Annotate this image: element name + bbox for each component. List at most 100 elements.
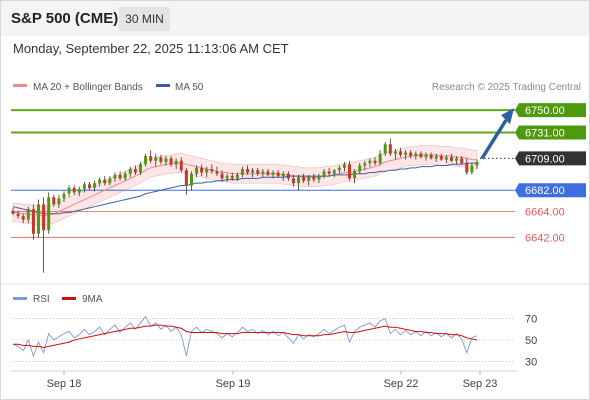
candle-body bbox=[322, 171, 326, 177]
candle-body bbox=[174, 160, 178, 165]
candle-body bbox=[251, 170, 255, 173]
candle-body bbox=[62, 193, 66, 199]
candle-body bbox=[475, 161, 479, 166]
candle-body bbox=[11, 211, 15, 214]
candle-body bbox=[47, 197, 51, 231]
candle-body bbox=[138, 164, 142, 173]
candle-body bbox=[327, 171, 331, 174]
candle-body bbox=[31, 209, 35, 234]
candle-body bbox=[434, 156, 438, 159]
research-credit: Research © 2025 Trading Central bbox=[432, 82, 581, 93]
candle-body bbox=[368, 160, 372, 164]
candle-body bbox=[281, 173, 285, 177]
candle-body bbox=[149, 156, 153, 161]
timeframe-button[interactable]: 30 MIN bbox=[119, 7, 170, 31]
candle-body bbox=[378, 153, 382, 164]
candle-body bbox=[429, 154, 433, 159]
candle-body bbox=[358, 165, 362, 172]
candle-body bbox=[169, 158, 173, 165]
candle-body bbox=[16, 213, 20, 217]
price-tag-label: 6682.00 bbox=[525, 185, 565, 197]
candle-body bbox=[342, 164, 346, 168]
candle-body bbox=[128, 169, 132, 174]
candle-body bbox=[388, 144, 392, 154]
candle-body bbox=[230, 176, 234, 179]
candle-body bbox=[297, 177, 301, 184]
candle-body bbox=[444, 157, 448, 160]
price-tag-6709.00 bbox=[515, 151, 586, 166]
rsi-line bbox=[12, 315, 478, 358]
candle-body bbox=[164, 158, 168, 162]
candle-body bbox=[307, 177, 311, 181]
candle-body bbox=[210, 169, 214, 172]
ma50-legend-label: MA 50 bbox=[175, 82, 204, 93]
candle-body bbox=[133, 169, 137, 173]
candle-body bbox=[123, 173, 127, 179]
candle-body bbox=[424, 154, 428, 158]
candle-body bbox=[215, 171, 219, 174]
rsi-tick-label: 70 bbox=[525, 314, 537, 326]
x-axis: Sep 18 Sep 19 Sep 22 Sep 23 bbox=[47, 371, 498, 390]
x-tick-label: Sep 19 bbox=[216, 378, 251, 390]
projection-arrow-head bbox=[501, 108, 514, 125]
candle-body bbox=[348, 164, 352, 179]
ma50-legend-swatch bbox=[156, 84, 170, 87]
price-tag-label: 6750.00 bbox=[525, 105, 565, 117]
rsi-tick-label: 30 bbox=[525, 356, 537, 368]
candle-body bbox=[108, 178, 112, 184]
candle-body bbox=[409, 152, 413, 157]
candle-body bbox=[419, 153, 423, 158]
instrument-title: S&P 500 (CME) bbox=[11, 10, 119, 27]
candle-body bbox=[460, 158, 464, 164]
price-tag-6682.00 bbox=[515, 183, 586, 198]
candle-body bbox=[470, 165, 474, 173]
candle-body bbox=[154, 157, 158, 161]
candle-body bbox=[414, 153, 418, 157]
candle-body bbox=[353, 171, 357, 179]
candle-body bbox=[36, 204, 40, 234]
candle-body bbox=[26, 209, 30, 220]
price-tag-label: 6664.00 bbox=[525, 206, 565, 218]
candle-body bbox=[159, 157, 163, 162]
projection-arrow-shaft bbox=[480, 119, 508, 160]
ma20-line bbox=[13, 154, 477, 217]
candle-body bbox=[21, 216, 25, 220]
candle-body bbox=[266, 171, 270, 175]
candle-body bbox=[246, 169, 250, 173]
price-tag-6731.00 bbox=[515, 125, 586, 140]
bollinger-band bbox=[12, 145, 478, 226]
chart-header: S&P 500 (CME) 30 MIN bbox=[0, 0, 590, 36]
candle-body bbox=[77, 189, 81, 193]
candle-body bbox=[256, 170, 260, 174]
rsi-legend-label: RSI bbox=[33, 294, 50, 305]
x-tick-label: Sep 22 bbox=[384, 378, 419, 390]
rsi-legend-swatch bbox=[13, 297, 27, 300]
candle-body bbox=[363, 163, 367, 166]
candle-body bbox=[235, 174, 239, 179]
candle-body bbox=[200, 167, 204, 173]
price-tag-label: 6731.00 bbox=[525, 128, 565, 140]
price-tag-6750.00 bbox=[515, 103, 586, 118]
candle-body bbox=[404, 152, 408, 155]
candle-body bbox=[439, 156, 443, 160]
candle-body bbox=[276, 172, 280, 177]
candle-body bbox=[82, 184, 86, 190]
candle-body bbox=[113, 174, 117, 179]
candle-body bbox=[455, 158, 459, 161]
rsi-plot: 70 50 30 bbox=[11, 314, 537, 368]
rsi-ma9-line bbox=[13, 324, 478, 348]
candle-body bbox=[98, 179, 102, 184]
rsi-tick-label: 50 bbox=[525, 335, 537, 347]
candle-body bbox=[302, 177, 306, 181]
x-tick-label: Sep 23 bbox=[463, 378, 498, 390]
candle-body bbox=[337, 167, 341, 171]
candle-body bbox=[332, 170, 336, 174]
candle-body bbox=[189, 173, 193, 186]
candle-body bbox=[52, 197, 56, 205]
candle-body bbox=[67, 187, 71, 194]
candle-body bbox=[261, 171, 265, 174]
ma9-legend-label: 9MA bbox=[82, 294, 103, 305]
candle-body bbox=[184, 170, 188, 186]
candle-body bbox=[93, 183, 97, 188]
